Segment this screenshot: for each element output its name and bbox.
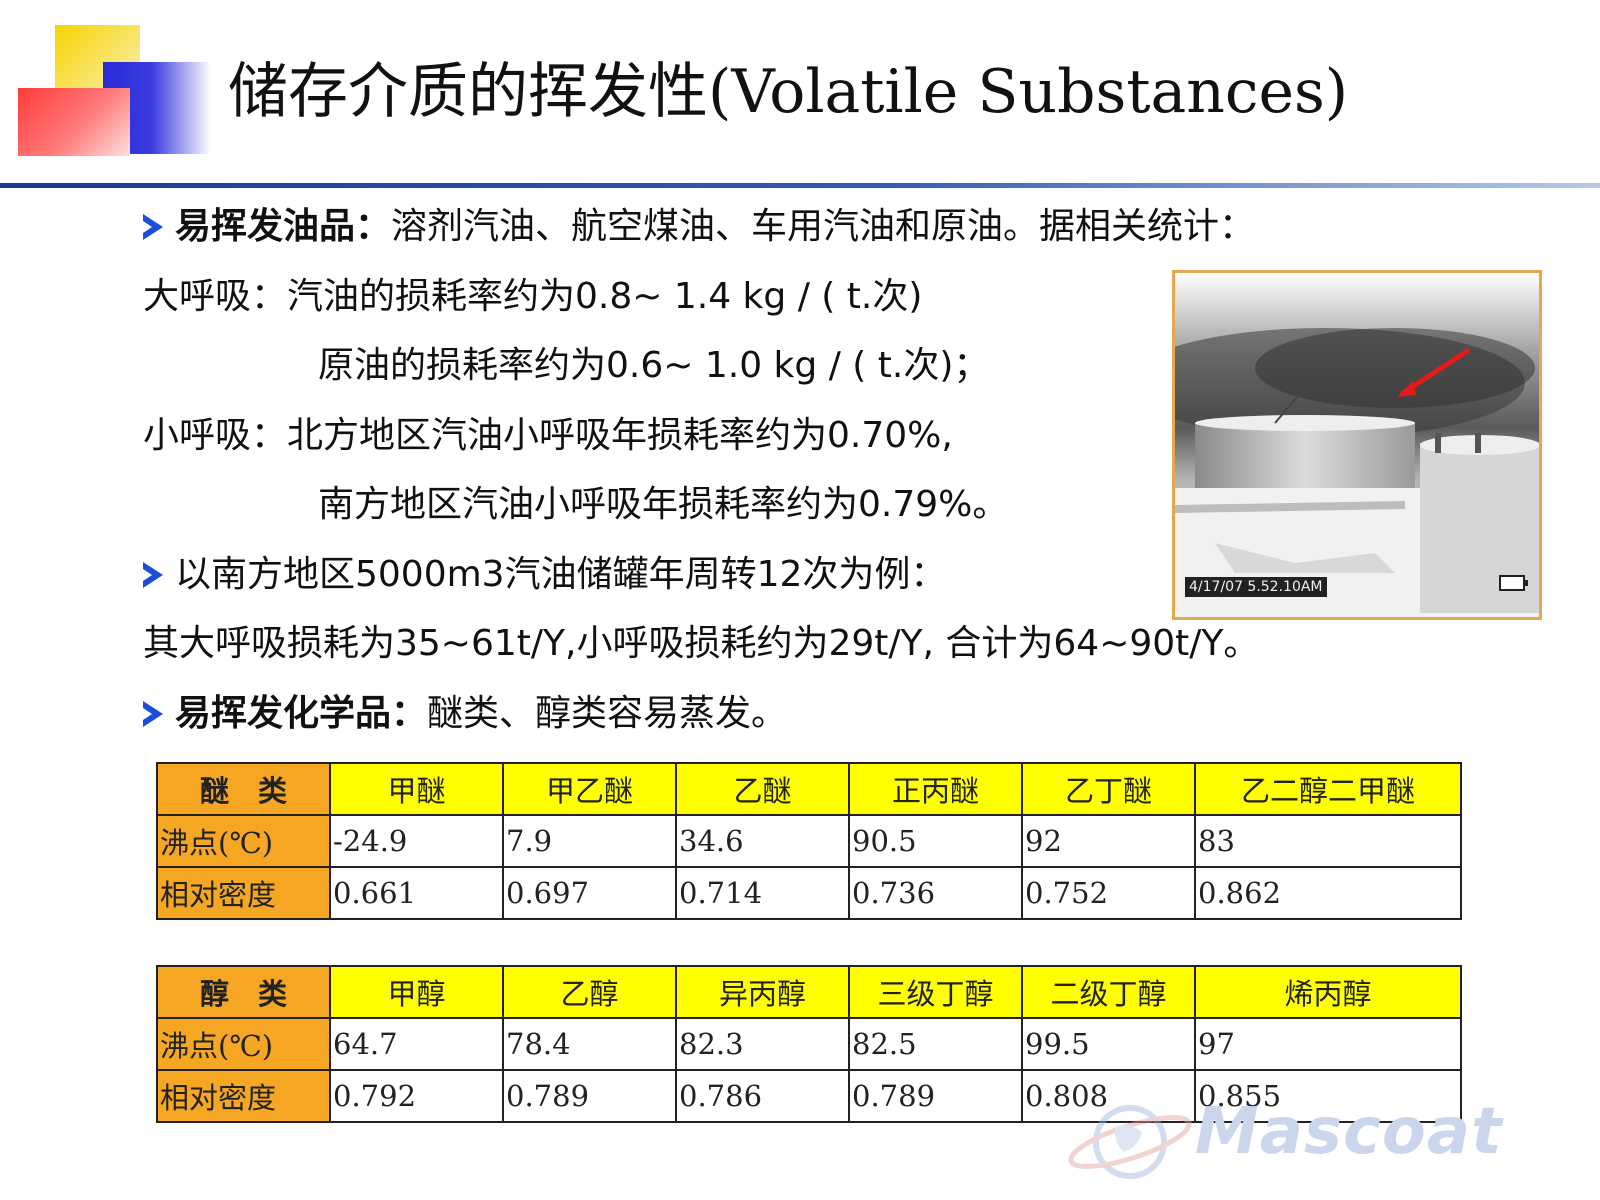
small-breathing-north: 小呼吸：北方地区汽油小呼吸年损耗率约为0.70%,: [143, 415, 953, 456]
storage-tank-vapor-photo: 4/17/07 5.52.10AM: [1172, 270, 1542, 620]
example-text: 以南方地区5000m3汽油储罐年周转12次为例：: [175, 554, 947, 595]
decorative-red-square: [18, 88, 130, 156]
alcohols-header-row: 醇 类 甲醇 乙醇 异丙醇 三级丁醇 二级丁醇 烯丙醇: [156, 965, 1462, 1019]
page-title: 储存介质的挥发性(Volatile Substances): [228, 57, 1349, 127]
ethers-header-row: 醚 类 甲醚 甲乙醚 乙醚 正丙醚 乙丁醚 乙二醇二甲醚: [156, 762, 1462, 816]
row-label-boiling-point: 沸点(℃): [156, 814, 331, 868]
mascoat-watermark: Mascoat: [1195, 1095, 1503, 1169]
table-row: 相对密度 0.661 0.697 0.714 0.736 0.752 0.862: [156, 866, 1462, 920]
alcohol-name: 异丙醇: [675, 965, 850, 1019]
alcohol-name: 烯丙醇: [1194, 965, 1462, 1019]
volatile-chemicals-text: 醚类、醇类容易蒸发。: [427, 693, 788, 734]
small-breathing-south: 南方地区汽油小呼吸年损耗率约为0.79%。: [318, 484, 1009, 525]
alcohol-name: 乙醇: [502, 965, 677, 1019]
table-cell: 78.4: [502, 1017, 677, 1071]
table-cell: 0.808: [1021, 1069, 1196, 1123]
alcohol-name: 甲醇: [329, 965, 504, 1019]
table-cell: 90.5: [848, 814, 1023, 868]
title-divider: [0, 183, 1600, 188]
ether-name: 乙醚: [675, 762, 850, 816]
alcohol-name: 二级丁醇: [1021, 965, 1196, 1019]
ethers-table: 醚 类 甲醚 甲乙醚 乙醚 正丙醚 乙丁醚 乙二醇二甲醚 沸点(℃) -24.9…: [156, 762, 1462, 920]
ether-name: 正丙醚: [848, 762, 1023, 816]
table-cell: 0.697: [502, 866, 677, 920]
table-cell: 64.7: [329, 1017, 504, 1071]
table-cell: 97: [1194, 1017, 1462, 1071]
ether-name: 乙二醇二甲醚: [1194, 762, 1462, 816]
loss-summary: 其大呼吸损耗为35~61t/Y,小呼吸损耗约为29t/Y, 合计为64~90t/…: [143, 623, 1260, 664]
volatile-oils-text: 溶剂汽油、航空煤油、车用汽油和原油。据相关统计：: [391, 206, 1256, 247]
table-cell: 0.752: [1021, 866, 1196, 920]
ether-name: 甲乙醚: [502, 762, 677, 816]
table-cell: 0.714: [675, 866, 850, 920]
table-cell: 82.3: [675, 1017, 850, 1071]
volatile-chemicals-label: 易挥发化学品：: [175, 693, 428, 734]
table-cell: 0.855: [1194, 1069, 1462, 1123]
row-label-boiling-point: 沸点(℃): [156, 1017, 331, 1071]
ether-name: 甲醚: [329, 762, 504, 816]
table-cell: 99.5: [1021, 1017, 1196, 1071]
table-row: 相对密度 0.792 0.789 0.786 0.789 0.808 0.855: [156, 1069, 1462, 1123]
bullet-example: 以南方地区5000m3汽油储罐年周转12次为例：: [143, 552, 946, 598]
photo-timestamp: 4/17/07 5.52.10AM: [1185, 577, 1327, 597]
big-breathing-crude: 原油的损耗率约为0.6~ 1.0 kg / ( t.次)；: [318, 345, 990, 386]
table-cell: -24.9: [329, 814, 504, 868]
bullet-volatile-chemicals: 易挥发化学品：醚类、醇类容易蒸发。: [143, 691, 787, 737]
bullet-volatile-oils: 易挥发油品：溶剂汽油、航空煤油、车用汽油和原油。据相关统计：: [143, 204, 1255, 250]
ether-name: 乙丁醚: [1021, 762, 1196, 816]
arrow-bullet-icon: [143, 701, 163, 727]
table-cell: 0.789: [502, 1069, 677, 1123]
row-label-relative-density: 相对密度: [156, 1069, 331, 1123]
alcohols-table: 醇 类 甲醇 乙醇 异丙醇 三级丁醇 二级丁醇 烯丙醇 沸点(℃) 64.7 7…: [156, 965, 1462, 1123]
tank-photo-illustration: [1175, 273, 1539, 617]
big-breathing-gasoline: 大呼吸：汽油的损耗率约为0.8~ 1.4 kg / ( t.次): [143, 276, 923, 317]
table-cell: 92: [1021, 814, 1196, 868]
alcohols-category-label: 醇 类: [156, 965, 331, 1019]
ethers-category-label: 醚 类: [156, 762, 331, 816]
table-cell: 7.9: [502, 814, 677, 868]
battery-icon: [1499, 575, 1528, 591]
arrow-bullet-icon: [143, 214, 163, 240]
table-cell: 82.5: [848, 1017, 1023, 1071]
table-cell: 0.862: [1194, 866, 1462, 920]
row-label-relative-density: 相对密度: [156, 866, 331, 920]
arrow-bullet-icon: [143, 562, 163, 588]
table-cell: 0.661: [329, 866, 504, 920]
table-cell: 34.6: [675, 814, 850, 868]
table-cell: 0.792: [329, 1069, 504, 1123]
table-row: 沸点(℃) 64.7 78.4 82.3 82.5 99.5 97: [156, 1017, 1462, 1071]
mascoat-globe-logo: [1068, 1105, 1192, 1179]
volatile-oils-label: 易挥发油品：: [175, 206, 392, 247]
table-row: 沸点(℃) -24.9 7.9 34.6 90.5 92 83: [156, 814, 1462, 868]
table-cell: 83: [1194, 814, 1462, 868]
table-cell: 0.789: [848, 1069, 1023, 1123]
table-cell: 0.786: [675, 1069, 850, 1123]
table-cell: 0.736: [848, 866, 1023, 920]
alcohol-name: 三级丁醇: [848, 965, 1023, 1019]
